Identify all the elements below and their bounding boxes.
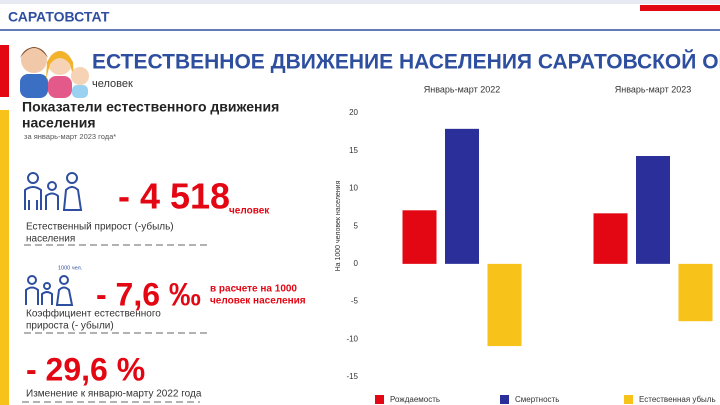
y-tick-label: 10 — [349, 184, 358, 193]
legend-label: Смертность — [515, 395, 559, 404]
kpi-value: - 7,6 ‰ — [96, 276, 201, 312]
y-tick-label: 15 — [349, 146, 358, 155]
top-band — [0, 0, 720, 4]
panel-period: за январь-март 2023 года* — [24, 132, 116, 141]
bar — [402, 210, 437, 264]
y-tick-label: -10 — [346, 334, 358, 343]
y-axis-title: На 1000 человек населения — [335, 180, 342, 271]
kpi-unit: человек населения — [210, 296, 306, 307]
kpi-caption: Изменение к январю-марту 2022 года — [26, 389, 202, 400]
brand: САРАТОВСТАТ — [8, 9, 110, 25]
kpi-unit: человек — [229, 206, 270, 217]
legend-swatch — [624, 395, 633, 404]
kpi-unit: в расчете на 1000 — [210, 284, 297, 295]
chart: -15 -10 -5 0 5 10 15 20 Январь-март 2022 Январь-м… — [346, 84, 715, 404]
title: ЕСТЕСТВЕННОЕ ДВИЖЕНИЕ НАСЕЛЕНИЯ САРАТОВС… — [92, 50, 720, 74]
bar — [678, 263, 713, 322]
accent-bar — [640, 5, 720, 11]
kpi-value: - 29,6 % — [26, 351, 145, 387]
family-illustration — [20, 47, 89, 98]
side-bar-red — [0, 45, 9, 97]
y-tick-label: -15 — [346, 372, 358, 381]
kpi-caption: Коэффициент естественного — [26, 308, 161, 320]
panel-heading: Показатели естественного движения — [22, 99, 279, 115]
kpi-caption: населения — [26, 234, 75, 245]
y-tick-label: 0 — [354, 259, 359, 268]
subtitle: человек — [92, 78, 133, 90]
panel-heading: населения — [22, 115, 96, 131]
kpi-value: - 4 518 — [118, 176, 230, 217]
kpi-caption: прироста (- убыли) — [26, 320, 114, 332]
y-tick-label: -5 — [351, 297, 359, 306]
legend-swatch — [375, 395, 384, 404]
legend-label: Естественная убыль — [639, 395, 716, 404]
side-bar-yellow — [0, 110, 9, 405]
y-tick-label: 20 — [349, 108, 358, 117]
category-label: Январь-март 2023 — [615, 84, 692, 94]
bar — [636, 155, 670, 264]
bar — [487, 263, 522, 347]
icon-label: 1000 чел. — [58, 265, 83, 271]
y-tick-label: 5 — [354, 221, 359, 230]
bar — [445, 128, 479, 264]
legend-label: Рождаемость — [390, 395, 440, 404]
category-label: Январь-март 2022 — [424, 84, 501, 94]
bar — [593, 213, 628, 264]
people-icon — [25, 275, 74, 306]
people-icon — [24, 172, 83, 211]
legend-swatch — [500, 395, 509, 404]
kpi-caption: Естественный прирост (-убыль) — [26, 221, 174, 233]
